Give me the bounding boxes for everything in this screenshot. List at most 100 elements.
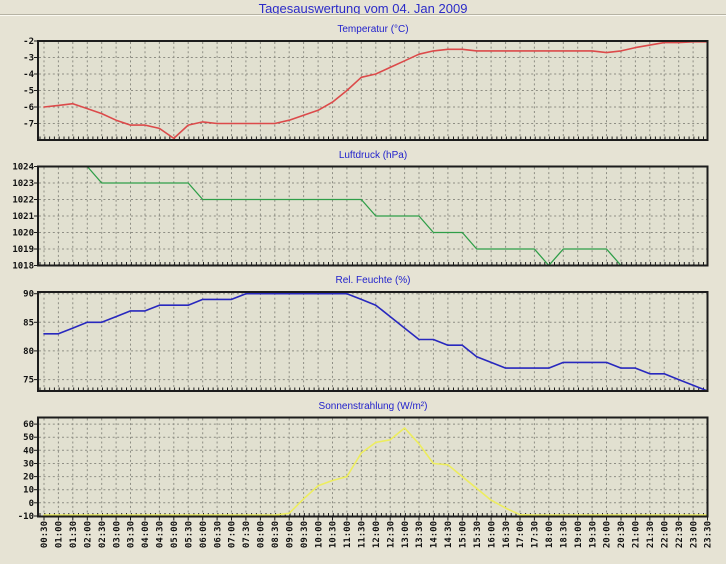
chart-title-feuchte: Rel. Feuchte (%) [335, 275, 411, 286]
x-tick-label: 20:30 [617, 521, 627, 548]
x-tick-label: 13:30 [415, 521, 425, 548]
series-line-temperatur [43, 40, 709, 140]
plot-area [38, 166, 708, 266]
x-tick-label: 18:30 [560, 521, 570, 548]
x-tick-label: 02:00 [84, 521, 94, 548]
axis-ticks [34, 293, 704, 390]
y-tick-label: 60 [23, 420, 34, 430]
x-tick-label: 11:00 [343, 521, 353, 548]
chart-title-luftdruck: Luftdruck (hPa) [338, 149, 408, 161]
x-tick-label: 10:30 [329, 521, 339, 548]
axis-frame [37, 416, 709, 518]
x-tick-label: 04:00 [141, 521, 151, 548]
x-tick-label: 09:00 [285, 521, 295, 548]
y-tick-label: 80 [23, 347, 34, 357]
y-tick-label: -4 [23, 70, 34, 80]
x-tick-label: 15:00 [459, 521, 469, 548]
x-tick-label: 03:00 [112, 521, 122, 548]
y-tick-label: 90 [23, 290, 34, 300]
x-tick-label: 23:30 [704, 521, 714, 548]
x-tick-label: 14:30 [444, 521, 454, 548]
y-tick-label: -6 [23, 103, 34, 113]
y-tick-label: 1021 [12, 212, 34, 222]
x-tick-label: 16:00 [487, 521, 497, 548]
x-tick-label: 03:30 [127, 521, 137, 548]
x-tick-label: 22:30 [675, 521, 685, 548]
y-tick-label: 10 [23, 486, 34, 496]
x-tick-label: 21:30 [646, 521, 656, 548]
chart-luftdruck: 1024 1023 1022 1021 1020 1019 1018 [12, 163, 709, 272]
x-tick-label: 17:30 [531, 521, 541, 548]
y-tick-label: 1024 [12, 163, 34, 173]
header-divider [0, 14, 726, 16]
x-tick-label: 08:30 [271, 521, 281, 548]
x-tick-label: 18:00 [545, 521, 555, 548]
series-line-luftdruck [43, 165, 709, 267]
x-tick-label: 11:30 [358, 521, 368, 548]
y-tick-label: 1020 [12, 229, 34, 239]
plot-area [38, 292, 708, 391]
y-tick-label: -5 [23, 87, 34, 97]
y-tick-label: 40 [23, 446, 34, 456]
x-tick-label: 06:30 [213, 521, 223, 548]
x-tick-label: 19:00 [574, 521, 584, 548]
x-axis: 00:30 01:00 01:30 02:00 02:30 03:00 03:30 04:00… [40, 517, 714, 548]
x-tick-label: 07:00 [228, 521, 238, 548]
axis-ticks [34, 166, 704, 266]
axis-frame [37, 40, 709, 141]
chart-temperatur: -2 -3 -4 -5 -6 -7 [23, 37, 709, 141]
x-tick-label: 10:00 [314, 521, 324, 548]
y-tick-label: 1022 [12, 196, 34, 206]
chart-sonnenstrahlung: 60 50 40 30 20 10 0 -10 [18, 416, 709, 522]
x-tick-label: 13:00 [401, 521, 411, 548]
y-tick-label: 75 [23, 376, 34, 386]
x-tick-label: 02:30 [98, 521, 108, 548]
y-tick-label: 1023 [12, 179, 34, 189]
x-tick-label: 16:30 [502, 521, 512, 548]
x-tick-label: 04:30 [156, 521, 166, 548]
page-title: Tagesauswertung vom 04. Jan 2009 [258, 1, 468, 16]
x-tick-label: 17:00 [516, 521, 526, 548]
x-tick-label: 21:00 [632, 521, 642, 548]
y-tick-label: 0 [29, 499, 34, 509]
y-tick-label: 85 [23, 318, 34, 328]
x-tick-label: 07:30 [242, 521, 252, 548]
x-tick-label: 20:00 [603, 521, 613, 548]
grid-lines [39, 293, 708, 390]
series-line-sonnenstrahlung [43, 427, 709, 516]
x-tick-label: 12:30 [386, 521, 396, 548]
axis-frame [37, 291, 709, 392]
y-tick-label: -2 [23, 37, 34, 47]
y-tick-label: 50 [23, 433, 34, 443]
plot-area [38, 417, 708, 517]
y-tick-label: -7 [23, 120, 34, 130]
x-tick-label: 05:00 [170, 521, 180, 548]
y-tick-label: 1018 [12, 262, 34, 272]
chart-title-temperatur: Temperatur (°C) [337, 24, 409, 35]
x-tick-label: 22:00 [660, 521, 670, 548]
y-tick-label: 30 [23, 460, 34, 470]
x-tick-label: 01:00 [55, 521, 65, 548]
x-tick-label: 15:30 [473, 521, 483, 548]
x-tick-label: 00:30 [40, 521, 50, 548]
x-tick-label: 14:00 [430, 521, 440, 548]
y-tick-label: -10 [18, 512, 34, 522]
page-header: Tagesauswertung vom 04. Jan 2009 [0, 0, 726, 16]
x-tick-label: 05:30 [184, 521, 194, 548]
y-tick-label: 20 [23, 473, 34, 483]
y-tick-label: -3 [23, 54, 34, 64]
x-tick-label: 12:00 [372, 521, 382, 548]
x-tick-label: 23:00 [689, 521, 699, 548]
axis-frame [37, 165, 709, 267]
y-tick-label: 1019 [12, 245, 34, 255]
x-tick-label: 08:00 [257, 521, 267, 548]
chart-feuchte: 90 85 80 75 [23, 290, 709, 392]
x-tick-label: 01:30 [69, 521, 79, 548]
x-tick-label: 19:30 [588, 521, 598, 548]
x-tick-label: 06:00 [199, 521, 209, 548]
series-line-feuchte [43, 292, 709, 392]
chart-title-sonnenstrahlung: Sonnenstrahlung (W/m²) [318, 400, 428, 412]
x-tick-label: 09:30 [300, 521, 310, 548]
